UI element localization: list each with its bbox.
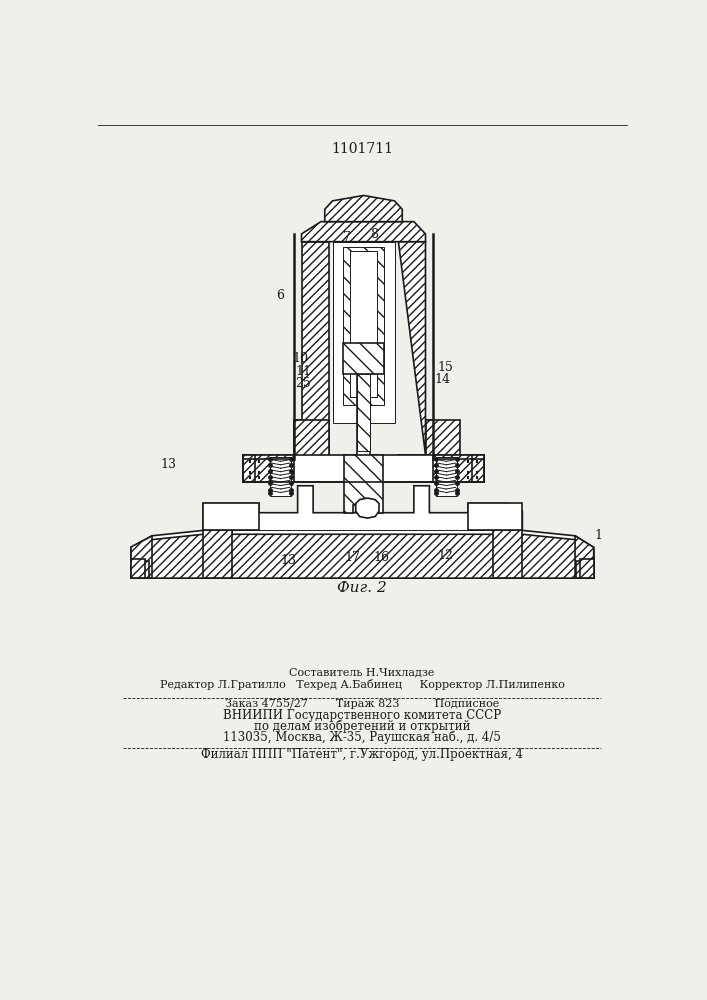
Polygon shape <box>203 503 259 530</box>
Text: ВНИИПИ Государственного комитета СССР: ВНИИПИ Государственного комитета СССР <box>223 709 501 722</box>
Bar <box>436 457 457 496</box>
Polygon shape <box>356 498 379 518</box>
Polygon shape <box>131 561 149 578</box>
Text: 14: 14 <box>435 373 450 386</box>
Bar <box>232 530 493 578</box>
Polygon shape <box>293 420 329 459</box>
Polygon shape <box>575 536 594 578</box>
Text: 10: 10 <box>292 352 308 365</box>
Bar <box>131 559 145 578</box>
Polygon shape <box>131 486 594 578</box>
Polygon shape <box>398 420 433 459</box>
Polygon shape <box>493 530 522 578</box>
Text: 13: 13 <box>160 458 176 471</box>
Text: 7: 7 <box>342 231 351 244</box>
Text: 1: 1 <box>595 529 602 542</box>
Polygon shape <box>301 242 329 455</box>
Text: 1101711: 1101711 <box>331 142 393 156</box>
Polygon shape <box>343 247 385 405</box>
Text: Редактор Л.Гратилло   Техред А.Бабинец     Корректор Л.Пилипенко: Редактор Л.Гратилло Техред А.Бабинец Кор… <box>160 679 564 690</box>
Bar <box>349 251 378 397</box>
Polygon shape <box>301 222 426 242</box>
Polygon shape <box>131 534 594 578</box>
Polygon shape <box>232 534 493 578</box>
Polygon shape <box>131 536 152 578</box>
Bar <box>270 457 291 496</box>
Text: Фиг. 2: Фиг. 2 <box>337 581 387 595</box>
Text: 25: 25 <box>296 377 311 390</box>
Text: 12: 12 <box>437 549 452 562</box>
Text: 16: 16 <box>373 551 390 564</box>
Bar <box>580 559 594 578</box>
Polygon shape <box>575 561 594 578</box>
Polygon shape <box>398 242 426 455</box>
Text: 8: 8 <box>370 228 378 241</box>
Text: 13: 13 <box>280 554 296 567</box>
Bar <box>332 242 395 423</box>
Polygon shape <box>243 455 255 482</box>
Polygon shape <box>472 455 484 482</box>
Text: 15: 15 <box>437 361 452 374</box>
Text: 11: 11 <box>295 365 311 378</box>
Text: Заказ 4755/27        Тираж 823          Подписное: Заказ 4755/27 Тираж 823 Подписное <box>225 699 499 709</box>
Polygon shape <box>426 420 460 459</box>
Text: Составитель Н.Чихладзе: Составитель Н.Чихладзе <box>289 668 435 678</box>
Polygon shape <box>468 503 522 530</box>
Polygon shape <box>433 455 484 482</box>
Text: по делам изобретений и открытий: по делам изобретений и открытий <box>254 719 470 733</box>
Text: Филиал ППП "Патент", г.Ужгород, ул.Проектная, 4: Филиал ППП "Патент", г.Ужгород, ул.Проек… <box>201 748 523 761</box>
Polygon shape <box>243 455 293 482</box>
Polygon shape <box>325 195 402 222</box>
Polygon shape <box>344 455 383 513</box>
Text: 113035, Москва, Ж-35, Раушская наб., д. 4/5: 113035, Москва, Ж-35, Раушская наб., д. … <box>223 730 501 744</box>
Polygon shape <box>293 420 329 459</box>
Text: 17: 17 <box>344 551 360 564</box>
Text: 6: 6 <box>276 289 285 302</box>
Bar <box>243 455 484 482</box>
Polygon shape <box>203 530 232 578</box>
Polygon shape <box>343 343 385 374</box>
Bar <box>356 374 370 513</box>
Polygon shape <box>356 374 370 451</box>
